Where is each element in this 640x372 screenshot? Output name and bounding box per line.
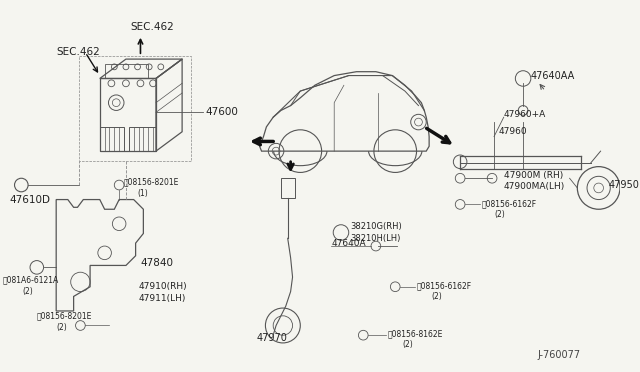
Text: Ⓑ08156-8201E: Ⓑ08156-8201E (37, 311, 92, 320)
Text: SEC.462: SEC.462 (56, 47, 100, 57)
Text: 47950: 47950 (609, 180, 639, 190)
Text: 47840: 47840 (140, 257, 173, 267)
Text: 47610D: 47610D (10, 195, 51, 205)
Text: (2): (2) (56, 323, 67, 332)
Text: Ⓑ081A6-6121A: Ⓑ081A6-6121A (3, 275, 59, 285)
Text: SEC.462: SEC.462 (131, 22, 175, 32)
Bar (129, 127, 156, 151)
Bar (100, 78, 156, 151)
Text: 38210H(LH): 38210H(LH) (351, 234, 401, 243)
Bar (79, 56, 191, 161)
Text: Ⓑ08156-6162F: Ⓑ08156-6162F (481, 199, 536, 208)
Text: 47600: 47600 (205, 108, 238, 118)
Text: 47960: 47960 (499, 127, 527, 136)
Bar (104, 64, 148, 78)
Text: (2): (2) (431, 292, 442, 301)
Text: 47970: 47970 (257, 333, 287, 343)
Text: J-760077: J-760077 (538, 350, 580, 360)
Text: (2): (2) (402, 340, 413, 349)
Bar (100, 127, 124, 151)
Text: (2): (2) (22, 287, 33, 296)
Text: (1): (1) (138, 189, 148, 198)
Text: 47900M (RH): 47900M (RH) (504, 171, 563, 180)
Text: 47640AA: 47640AA (531, 71, 575, 81)
Text: Ⓑ08156-8162E: Ⓑ08156-8162E (387, 330, 443, 339)
Text: 47911(LH): 47911(LH) (138, 294, 186, 303)
Text: 47910(RH): 47910(RH) (138, 282, 187, 291)
Text: Ⓑ08156-6162F: Ⓑ08156-6162F (417, 281, 472, 290)
Text: (2): (2) (494, 209, 505, 219)
Bar (281, 178, 296, 198)
Text: 38210G(RH): 38210G(RH) (351, 222, 403, 231)
Text: 47960+A: 47960+A (504, 110, 546, 119)
Text: 47900MA(LH): 47900MA(LH) (504, 183, 565, 192)
Text: 47640A: 47640A (332, 239, 366, 248)
Text: Ⓑ08156-8201E: Ⓑ08156-8201E (124, 177, 179, 187)
